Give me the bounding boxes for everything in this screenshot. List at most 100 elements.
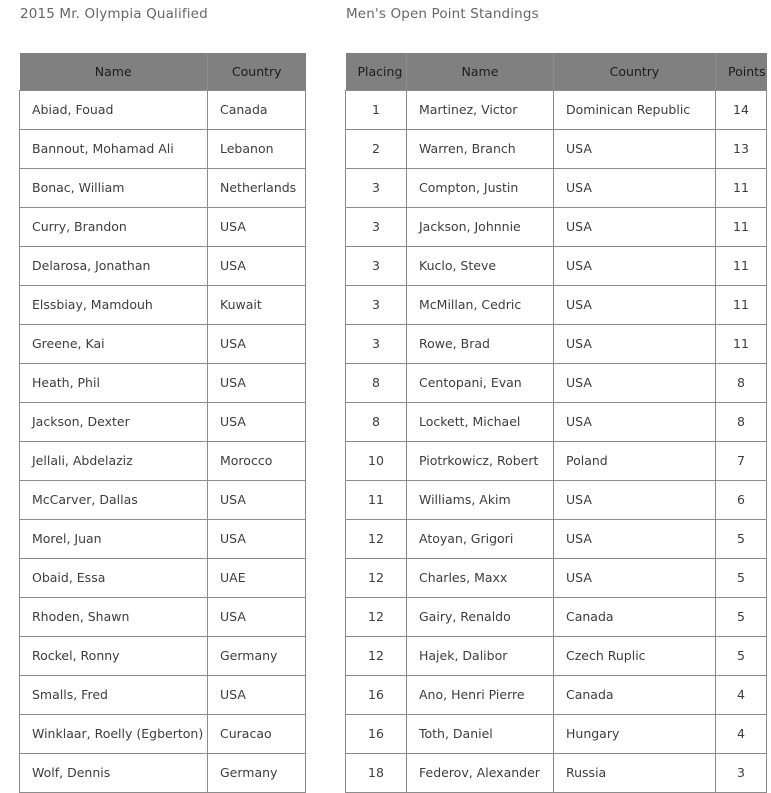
table-row[interactable]: Delarosa, Jonathan USA [19, 246, 306, 286]
cell-name: Obaid, Essa [19, 558, 208, 598]
table-row[interactable]: 16 Toth, Daniel Hungary 4 [345, 714, 767, 754]
table-row[interactable]: 3 Jackson, Johnnie USA 11 [345, 207, 767, 247]
qualified-panel-title: 2015 Mr. Olympia Qualified [20, 6, 208, 22]
table-row[interactable]: 12 Hajek, Dalibor Czech Ruplic 5 [345, 636, 767, 676]
cell-placing: 16 [345, 714, 407, 754]
cell-points: 8 [715, 363, 767, 403]
cell-points: 11 [715, 324, 767, 364]
cell-country: UAE [207, 558, 306, 598]
table-row[interactable]: 12 Gairy, Renaldo Canada 5 [345, 597, 767, 637]
cell-points: 14 [715, 89, 767, 130]
cell-name: Atoyan, Grigori [406, 519, 554, 559]
table-row[interactable]: 8 Centopani, Evan USA 8 [345, 363, 767, 403]
table-row[interactable]: 18 Federov, Alexander Russia 3 [345, 753, 767, 793]
table-row[interactable]: 11 Williams, Akim USA 6 [345, 480, 767, 520]
table-row[interactable]: Curry, Brandon USA [19, 207, 306, 247]
column-header-country[interactable]: Country [207, 53, 306, 90]
cell-name: Gairy, Renaldo [406, 597, 554, 637]
table-row[interactable]: Winklaar, Roelly (Egberton) Curacao [19, 714, 306, 754]
table-row[interactable]: 12 Atoyan, Grigori USA 5 [345, 519, 767, 559]
cell-name: Charles, Maxx [406, 558, 554, 598]
table-row[interactable]: 2 Warren, Branch USA 13 [345, 129, 767, 169]
cell-country: Curacao [207, 714, 306, 754]
cell-points: 11 [715, 246, 767, 286]
cell-country: USA [207, 324, 306, 364]
standings-panel-title: Men's Open Point Standings [346, 6, 539, 22]
cell-country: USA [207, 207, 306, 247]
cell-name: Ano, Henri Pierre [406, 675, 554, 715]
table-row[interactable]: 8 Lockett, Michael USA 8 [345, 402, 767, 442]
cell-name: Winklaar, Roelly (Egberton) [19, 714, 208, 754]
table-row[interactable]: Elssbiay, Mamdouh Kuwait [19, 285, 306, 325]
standings-panel: Men's Open Point Standings Placing Name … [345, 0, 767, 793]
cell-placing: 3 [345, 324, 407, 364]
cell-name: Bannout, Mohamad Ali [19, 129, 208, 169]
table-row[interactable]: Obaid, Essa UAE [19, 558, 306, 598]
table-row[interactable]: Rhoden, Shawn USA [19, 597, 306, 637]
cell-country: USA [553, 324, 716, 364]
cell-name: Lockett, Michael [406, 402, 554, 442]
cell-placing: 3 [345, 285, 407, 325]
cell-country: USA [207, 519, 306, 559]
table-row[interactable]: 12 Charles, Maxx USA 5 [345, 558, 767, 598]
table-row[interactable]: 16 Ano, Henri Pierre Canada 4 [345, 675, 767, 715]
cell-placing: 8 [345, 363, 407, 403]
cell-points: 4 [715, 714, 767, 754]
standings-table-header: Placing Name Country Points [345, 53, 767, 90]
cell-country: Germany [207, 753, 306, 793]
cell-placing: 10 [345, 441, 407, 481]
cell-name: Martinez, Victor [406, 89, 554, 130]
cell-placing: 3 [345, 207, 407, 247]
cell-name: Bonac, William [19, 168, 208, 208]
column-header-placing[interactable]: Placing [345, 53, 407, 90]
cell-name: Jackson, Dexter [19, 402, 208, 442]
cell-points: 11 [715, 168, 767, 208]
cell-placing: 1 [345, 89, 407, 130]
table-row[interactable]: Smalls, Fred USA [19, 675, 306, 715]
cell-country: USA [207, 675, 306, 715]
column-header-country[interactable]: Country [553, 53, 716, 90]
table-row[interactable]: McCarver, Dallas USA [19, 480, 306, 520]
cell-placing: 12 [345, 519, 407, 559]
header-row: Name Country [19, 53, 306, 90]
cell-country: USA [553, 519, 716, 559]
cell-name: Jackson, Johnnie [406, 207, 554, 247]
table-row[interactable]: Rockel, Ronny Germany [19, 636, 306, 676]
column-header-points[interactable]: Points [715, 53, 767, 90]
table-row[interactable]: Wolf, Dennis Germany [19, 753, 306, 793]
table-row[interactable]: Jackson, Dexter USA [19, 402, 306, 442]
cell-country: Hungary [553, 714, 716, 754]
cell-name: Compton, Justin [406, 168, 554, 208]
column-header-name[interactable]: Name [19, 53, 208, 90]
table-row[interactable]: 3 Rowe, Brad USA 11 [345, 324, 767, 364]
cell-country: USA [207, 363, 306, 403]
table-row[interactable]: 10 Piotrkowicz, Robert Poland 7 [345, 441, 767, 481]
cell-name: Wolf, Dennis [19, 753, 208, 793]
cell-name: Piotrkowicz, Robert [406, 441, 554, 481]
table-row[interactable]: Jellali, Abdelaziz Morocco [19, 441, 306, 481]
cell-placing: 12 [345, 558, 407, 598]
table-row[interactable]: Bonac, William Netherlands [19, 168, 306, 208]
cell-country: Morocco [207, 441, 306, 481]
table-row[interactable]: 3 Kuclo, Steve USA 11 [345, 246, 767, 286]
table-row[interactable]: Greene, Kai USA [19, 324, 306, 364]
cell-name: McMillan, Cedric [406, 285, 554, 325]
cell-points: 8 [715, 402, 767, 442]
column-header-name[interactable]: Name [406, 53, 554, 90]
cell-country: USA [207, 597, 306, 637]
table-row[interactable]: Morel, Juan USA [19, 519, 306, 559]
cell-country: USA [553, 558, 716, 598]
table-row[interactable]: Heath, Phil USA [19, 363, 306, 403]
cell-name: Elssbiay, Mamdouh [19, 285, 208, 325]
cell-name: Jellali, Abdelaziz [19, 441, 208, 481]
cell-country: Canada [207, 89, 306, 130]
qualified-table-body: Abiad, Fouad Canada Bannout, Mohamad Ali Le… [19, 89, 306, 793]
table-row[interactable]: Abiad, Fouad Canada [19, 89, 306, 130]
table-row[interactable]: Bannout, Mohamad Ali Lebanon [19, 129, 306, 169]
cell-country: Germany [207, 636, 306, 676]
table-row[interactable]: 3 McMillan, Cedric USA 11 [345, 285, 767, 325]
cell-name: Rockel, Ronny [19, 636, 208, 676]
table-row[interactable]: 1 Martinez, Victor Dominican Republic 14 [345, 89, 767, 130]
table-row[interactable]: 3 Compton, Justin USA 11 [345, 168, 767, 208]
